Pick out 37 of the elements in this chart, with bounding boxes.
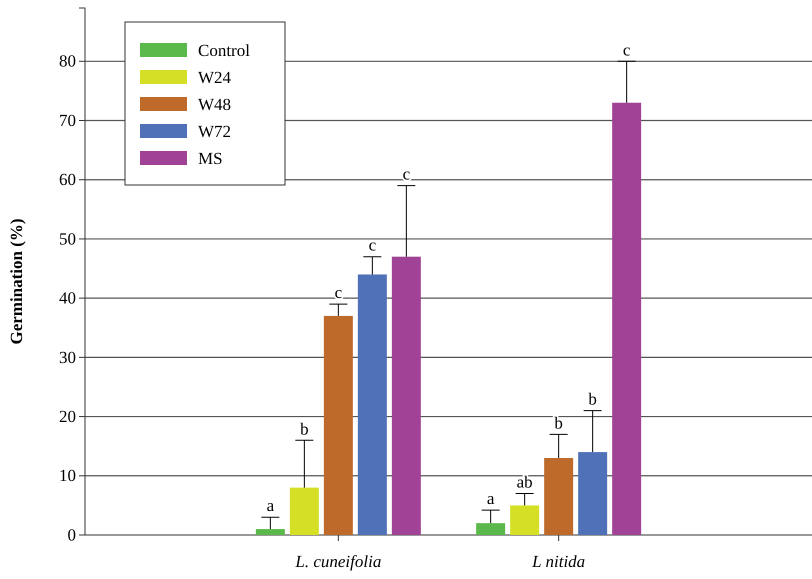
annotation: b: [554, 413, 563, 432]
y-tick-label: 30: [59, 348, 76, 367]
bar: [510, 505, 540, 535]
bar: [358, 274, 387, 535]
y-tick-label: 20: [59, 407, 76, 426]
y-tick-label: 60: [59, 170, 76, 190]
bar: [544, 458, 574, 535]
legend-label: Control: [198, 41, 250, 60]
bar: [392, 256, 421, 535]
bar: [256, 529, 285, 535]
annotation: c: [402, 164, 411, 184]
annotation: c: [368, 236, 377, 255]
annotation: c: [334, 283, 343, 302]
annotation: a: [486, 489, 495, 508]
y-tick-label: 0: [68, 525, 76, 544]
bar: [324, 316, 353, 535]
annotation: b: [588, 390, 597, 409]
y-tick-label: 80: [59, 52, 76, 71]
x-tick-label: L nitida: [531, 552, 586, 572]
y-tick-label: 70: [59, 110, 76, 130]
legend-label: W48: [198, 95, 232, 114]
y-tick-label: 10: [59, 466, 76, 486]
y-tick-label: 50: [59, 229, 76, 248]
bar: [612, 102, 642, 535]
bar: [476, 523, 506, 535]
bar: [290, 488, 319, 535]
y-axis-title: Germination (%): [7, 218, 26, 345]
x-tick-label: L. cuneifolia: [294, 552, 382, 572]
annotation: b: [300, 419, 309, 438]
annotation: ab: [516, 472, 533, 492]
legend-label: MS: [198, 149, 223, 168]
legend-label: W72: [198, 122, 232, 141]
legend-label: W24: [198, 68, 232, 87]
y-tick-label: 40: [59, 288, 76, 308]
annotation: c: [622, 40, 631, 60]
bar: [578, 452, 608, 535]
annotation: a: [266, 496, 275, 516]
